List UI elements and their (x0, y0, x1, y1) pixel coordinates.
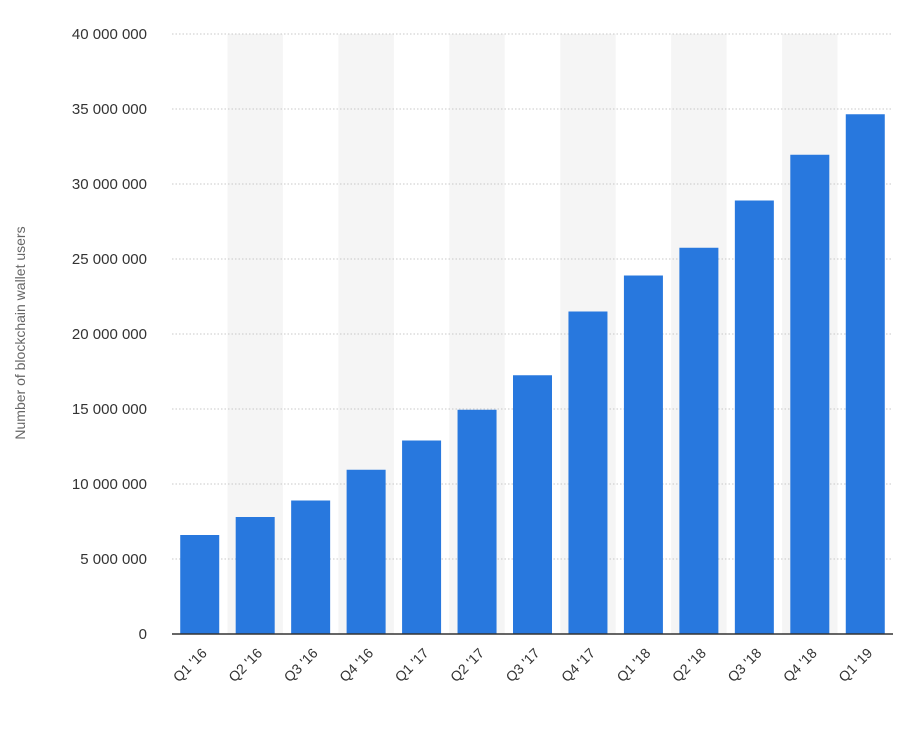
y-tick-label: 10 000 000 (72, 476, 147, 493)
x-tick-label: Q1 '16 (170, 645, 210, 685)
y-tick-label: 30 000 000 (72, 176, 147, 193)
bar (623, 275, 663, 634)
x-tick-label: Q4 '16 (336, 645, 376, 685)
x-tick-label: Q3 '17 (502, 645, 542, 685)
x-tick-label: Q4 '17 (558, 645, 598, 685)
bar (291, 500, 331, 634)
x-axis-ticks: Q1 '16 Q2 '16 Q3 '16 Q4 '16 Q1 '17 Q2 '17 Q3 '… (170, 645, 876, 685)
y-tick-label: 35 000 000 (72, 101, 147, 118)
bar (734, 200, 774, 634)
y-tick-label: 25 000 000 (72, 251, 147, 268)
x-tick-label: Q2 '16 (225, 645, 265, 685)
bars (180, 114, 885, 634)
y-tick-label: 15 000 000 (72, 401, 147, 418)
bar (513, 375, 552, 634)
bar (568, 311, 608, 634)
y-tick-label: 5 000 000 (80, 551, 147, 568)
bar (180, 535, 220, 634)
bar (790, 154, 830, 634)
x-tick-label: Q3 '16 (281, 645, 321, 685)
x-tick-label: Q3 '18 (724, 645, 764, 685)
bar (679, 247, 719, 634)
x-tick-label: Q1 '19 (835, 645, 875, 685)
x-tick-label: Q1 '18 (613, 645, 653, 685)
x-tick-label: Q4 '18 (780, 645, 820, 685)
bar (235, 517, 275, 634)
y-tick-label: 40 000 000 (72, 26, 147, 43)
bar (402, 440, 442, 634)
x-tick-label: Q1 '17 (392, 645, 432, 685)
bar (346, 469, 386, 634)
y-tick-label: 20 000 000 (72, 326, 147, 343)
bar (845, 114, 885, 634)
y-axis-ticks: 0 5 000 000 10 000 000 15 000 000 20 000 000… (72, 26, 147, 643)
x-tick-label: Q2 '18 (669, 645, 709, 685)
bar (457, 409, 497, 634)
y-tick-label: 0 (139, 626, 147, 643)
x-tick-label: Q2 '17 (447, 645, 487, 685)
y-axis-title: Number of blockchain wallet users (12, 226, 28, 439)
